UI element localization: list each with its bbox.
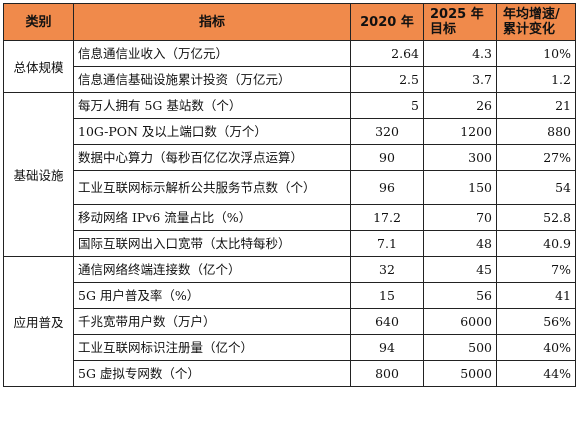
value-2025-cell: 45 <box>423 256 497 283</box>
value-2020-cell: 94 <box>350 334 424 361</box>
change-cell: 1.2 <box>496 66 576 93</box>
change-cell: 56% <box>496 308 576 335</box>
value-2020-cell: 17.2 <box>350 204 424 231</box>
header-indicator: 指标 <box>73 3 351 41</box>
table-row: 应用普及 通信网络终端连接数（亿个） 32 45 7% <box>3 256 576 387</box>
indicator-cell: 通信网络终端连接数（亿个） <box>73 256 351 283</box>
table-row: 工业互联网标示解析公共服务节点数（个） 96 150 54 <box>4 170 576 205</box>
value-2020-cell: 90 <box>350 144 424 171</box>
table-row: 移动网络 IPv6 流量占比（%） 17.2 70 52.8 <box>4 204 576 231</box>
change-cell: 10% <box>496 40 576 67</box>
header-avg-growth: 年均增速/累计变化 <box>496 3 576 41</box>
indicator-cell: 国际互联网出入口宽带（太比特每秒） <box>73 230 351 257</box>
value-2025-cell: 1200 <box>423 118 497 145</box>
value-2025-cell: 26 <box>423 92 497 119</box>
value-2025-cell: 5000 <box>423 360 497 387</box>
value-2020-cell: 5 <box>350 92 424 119</box>
value-2025-cell: 4.3 <box>423 40 497 67</box>
indicator-cell: 信息通信业收入（万亿元） <box>73 40 351 67</box>
category-cell: 基础设施 <box>3 92 74 257</box>
change-cell: 21 <box>496 92 576 119</box>
change-cell: 44% <box>496 360 576 387</box>
category-cell: 应用普及 <box>3 256 74 387</box>
change-cell: 27% <box>496 144 576 171</box>
indicator-cell: 10G-PON 及以上端口数（万个） <box>73 118 351 145</box>
indicator-cell: 5G 虚拟专网数（个） <box>73 360 351 387</box>
indicator-cell: 移动网络 IPv6 流量占比（%） <box>73 204 351 231</box>
change-cell: 41 <box>496 282 576 309</box>
indicator-cell: 数据中心算力（每秒百亿亿次浮点运算） <box>73 144 351 171</box>
value-2025-cell: 6000 <box>423 308 497 335</box>
header-2025-target: 2025 年目标 <box>423 3 497 41</box>
value-2020-cell: 96 <box>350 170 424 205</box>
value-2025-cell: 3.7 <box>423 66 497 93</box>
header-2020: 2020 年 <box>350 3 424 41</box>
table-row: 基础设施 每万人拥有 5G 基站数（个） 5 26 21 <box>3 92 576 257</box>
table-row: 千兆宽带用户数（万户） 640 6000 56% <box>4 308 576 335</box>
value-2020-cell: 2.5 <box>350 66 424 93</box>
table-row: 数据中心算力（每秒百亿亿次浮点运算） 90 300 27% <box>4 144 576 171</box>
table-row: 工业互联网标识注册量（亿个） 94 500 40% <box>4 334 576 361</box>
value-2020-cell: 2.64 <box>350 40 424 67</box>
indicator-cell: 每万人拥有 5G 基站数（个） <box>73 92 351 119</box>
value-2025-cell: 150 <box>423 170 497 205</box>
indicator-cell: 信息通信基础设施累计投资（万亿元） <box>73 66 351 93</box>
change-cell: 7% <box>496 256 576 283</box>
value-2020-cell: 7.1 <box>350 230 424 257</box>
change-cell: 880 <box>496 118 576 145</box>
change-cell: 40.9 <box>496 230 576 257</box>
value-2020-cell: 800 <box>350 360 424 387</box>
header-category: 类别 <box>3 3 74 41</box>
indicator-cell: 千兆宽带用户数（万户） <box>73 308 351 335</box>
table-row: 总体规模 信息通信业收入（万亿元） 2.64 4.3 10% <box>3 40 576 93</box>
table-row: 10G-PON 及以上端口数（万个） 320 1200 880 <box>4 118 576 145</box>
indicator-cell: 工业互联网标示解析公共服务节点数（个） <box>73 170 351 205</box>
value-2020-cell: 640 <box>350 308 424 335</box>
value-2020-cell: 320 <box>350 118 424 145</box>
value-2020-cell: 32 <box>350 256 424 283</box>
value-2025-cell: 500 <box>423 334 497 361</box>
value-2025-cell: 48 <box>423 230 497 257</box>
table-row: 信息通信基础设施累计投资（万亿元） 2.5 3.7 1.2 <box>4 66 576 93</box>
table-row: 国际互联网出入口宽带（太比特每秒） 7.1 48 40.9 <box>4 230 576 257</box>
change-cell: 54 <box>496 170 576 205</box>
indicator-cell: 工业互联网标识注册量（亿个） <box>73 334 351 361</box>
table-row: 5G 用户普及率（%） 15 56 41 <box>4 282 576 309</box>
change-cell: 52.8 <box>496 204 576 231</box>
table-header-row: 类别 指标 2020 年 2025 年目标 年均增速/累计变化 <box>3 3 576 41</box>
category-cell: 总体规模 <box>3 40 74 93</box>
value-2025-cell: 70 <box>423 204 497 231</box>
value-2025-cell: 56 <box>423 282 497 309</box>
indicator-cell: 5G 用户普及率（%） <box>73 282 351 309</box>
indicator-table: 类别 指标 2020 年 2025 年目标 年均增速/累计变化 总体规模 信息通… <box>3 3 576 387</box>
value-2025-cell: 300 <box>423 144 497 171</box>
change-cell: 40% <box>496 334 576 361</box>
table-row: 5G 虚拟专网数（个） 800 5000 44% <box>4 360 576 387</box>
value-2020-cell: 15 <box>350 282 424 309</box>
